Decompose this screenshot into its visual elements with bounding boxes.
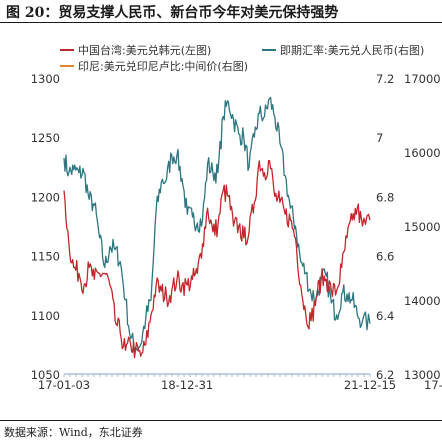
source-rule: [0, 420, 442, 421]
y-left-tick-label: 1100: [31, 309, 60, 323]
y-left-tick-label: 1300: [31, 72, 60, 86]
data-source: 数据来源：Wind，东北证券: [4, 426, 143, 439]
y-right1-tick-label: 6.4: [376, 309, 394, 323]
x-tick-label: 21-12-15: [344, 378, 396, 392]
chart-axes: [63, 373, 371, 377]
y-left-tick-label: 1250: [31, 131, 60, 145]
y-right1-tick-label: 6.2: [376, 368, 394, 382]
y-right2-tick-label: 14000: [404, 294, 441, 308]
line-chart: 中国台湾:美元兑韩元(左图) 即期汇率:美元兑人民币(右图) 印尼:美元兑印尼卢比:…: [31, 43, 442, 392]
y-right2-tick-label: 15000: [404, 220, 441, 234]
y-right1-tick-label: 7.2: [376, 72, 394, 86]
y-right1-tick-label: 7: [376, 131, 383, 145]
y-left-tick-label: 1150: [31, 250, 60, 264]
y-left-tick-label: 1200: [31, 190, 60, 204]
legend-label-2: 即期汇率:美元兑人民币(右图): [280, 43, 424, 57]
series-lines: [63, 96, 371, 359]
x-tick-label: 18-12-31: [161, 378, 213, 392]
figure-title: 图 20：贸易支撑人民币、新台币今年对美元保持强势: [6, 5, 339, 21]
y-left-tick-label: 1050: [31, 368, 60, 382]
x-tick-label: 17-01-03: [38, 378, 90, 392]
legend-label-1: 中国台湾:美元兑韩元(左图): [78, 43, 211, 57]
x-tick-label: 17-: [424, 378, 442, 392]
title-rule: [0, 22, 442, 23]
y-right1-tick-label: 6.8: [376, 190, 394, 204]
y-right1-tick-label: 6.6: [376, 250, 394, 264]
series-line-krw: [63, 159, 371, 359]
tick-labels: 1300 1250 1200 1150 1100 1050 7.2 7 6.8 6.6 6.4 6.2…: [31, 72, 442, 392]
legend-label-3: 印尼:美元兑印尼卢比:中间价(右图): [78, 59, 248, 73]
series-line-cny: [63, 96, 371, 354]
y-right2-tick-label: 13000: [404, 368, 441, 382]
y-right2-tick-label: 17000: [404, 72, 441, 86]
y-right2-tick-label: 16000: [404, 146, 441, 160]
chart-legend: 中国台湾:美元兑韩元(左图) 即期汇率:美元兑人民币(右图) 印尼:美元兑印尼卢比:…: [60, 43, 424, 73]
